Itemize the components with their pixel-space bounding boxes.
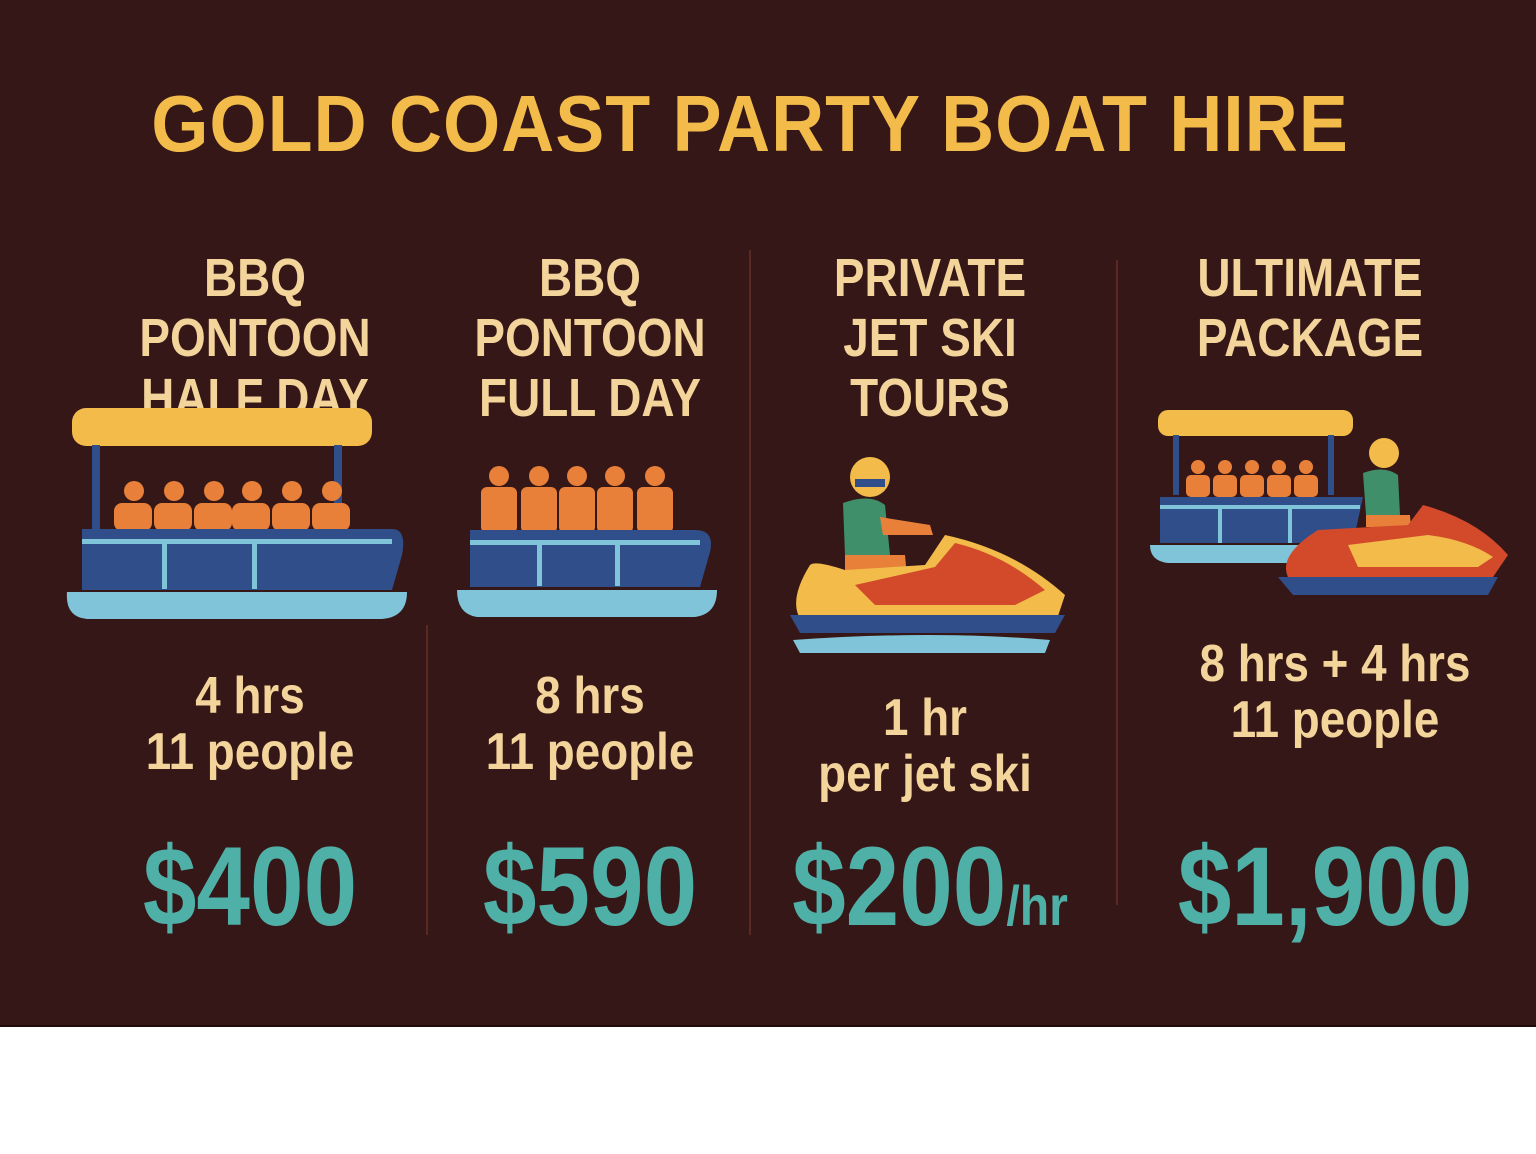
jet-ski-icon [790, 457, 1065, 653]
duration: 8 hrs [535, 667, 645, 725]
price: $400 [142, 824, 358, 949]
poster: GOLD COAST PARTY BOAT HIRE BBQ PONTOON HA… [0, 0, 1536, 1027]
package-details: 8 hrs + 4 hrs 11 people [1160, 636, 1510, 748]
package-name: PRIVATE JET SKI TOURS [833, 248, 1027, 428]
pontoon-boat-icon [66, 408, 408, 619]
package-details: 4 hrs 11 people [55, 668, 445, 780]
duration: 8 hrs + 4 hrs [1199, 635, 1471, 693]
capacity: 11 people [145, 723, 355, 781]
duration: 1 hr [883, 689, 967, 747]
package-name: ULTIMATE PACKAGE [1196, 248, 1424, 368]
divider [1116, 260, 1118, 905]
package-bbq-half-day: BBQ PONTOON HALF DAY [55, 248, 455, 428]
package-name: BBQ PONTOON FULL DAY [474, 248, 706, 428]
price-unit: /hr [1006, 874, 1068, 937]
price: $200/hr [792, 824, 1068, 949]
page-title: GOLD COAST PARTY BOAT HIRE [151, 79, 1349, 168]
pontoon-and-jet-ski-icon [1150, 410, 1508, 595]
price: $590 [482, 824, 698, 949]
package-details: 8 hrs 11 people [420, 668, 760, 780]
pontoon-boat-icon [457, 466, 717, 617]
price-container: $200/hr [760, 822, 1100, 951]
price-container: $590 [420, 822, 760, 951]
capacity: per jet ski [818, 745, 1032, 803]
capacity: 11 people [485, 723, 695, 781]
price-container: $1,900 [1140, 822, 1510, 951]
divider [749, 250, 751, 935]
package-ultimate: ULTIMATE PACKAGE [1140, 248, 1480, 368]
package-name: BBQ PONTOON HALF DAY [139, 248, 371, 428]
package-details: 1 hr per jet ski [760, 690, 1090, 802]
duration: 4 hrs [195, 667, 305, 725]
price-container: $400 [55, 822, 445, 951]
capacity: 11 people [1230, 691, 1440, 749]
divider [426, 625, 428, 935]
package-bbq-full-day: BBQ PONTOON FULL DAY [420, 248, 760, 428]
package-jet-ski-tours: PRIVATE JET SKI TOURS [760, 248, 1100, 428]
price: $1,900 [1177, 824, 1473, 949]
